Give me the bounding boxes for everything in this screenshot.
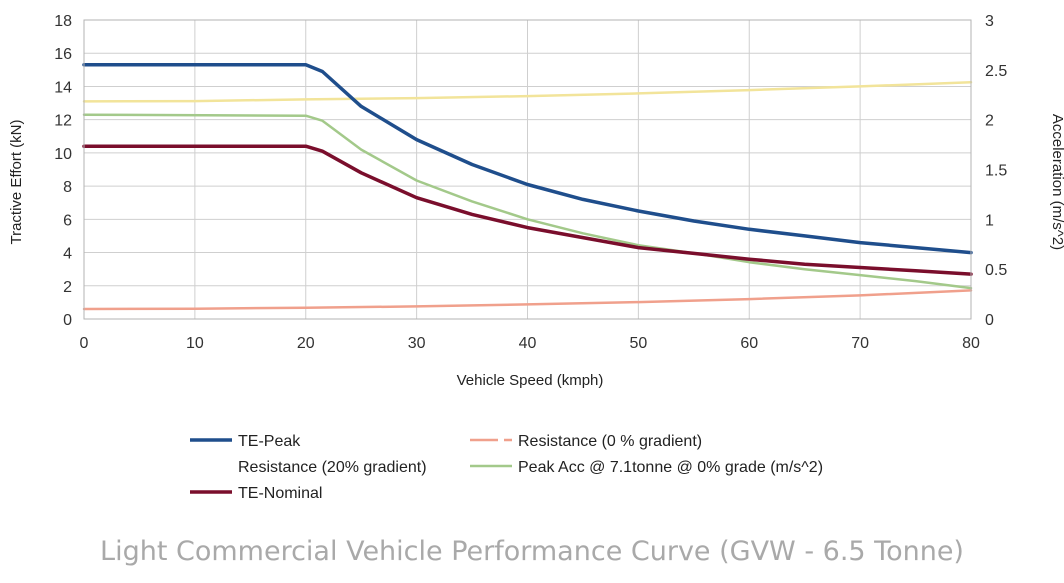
x-tick-label: 0 xyxy=(80,335,89,352)
legend: TE-Peak Resistance (0 % gradient) Resistan… xyxy=(190,433,823,502)
series-lines xyxy=(82,63,973,311)
x-tick-label: 30 xyxy=(408,335,426,352)
legend-label: Peak Acc @ 7.1tonne @ 0% grade (m/s^2) xyxy=(518,459,823,476)
y-tick-label: 16 xyxy=(54,46,72,63)
legend-label: TE-Nominal xyxy=(238,485,322,502)
x-tick-label: 50 xyxy=(629,335,647,352)
x-axis-ticks: 0 10 20 30 40 50 60 70 80 xyxy=(80,335,980,352)
x-tick-label: 70 xyxy=(851,335,869,352)
x-tick-label: 10 xyxy=(186,335,204,352)
y2-tick-label: 1.5 xyxy=(985,163,1007,180)
y-tick-label: 0 xyxy=(63,312,72,329)
y-tick-label: 14 xyxy=(54,79,72,96)
y-tick-label: 4 xyxy=(63,246,72,263)
y2-tick-label: 1 xyxy=(985,212,994,229)
x-tick-label: 20 xyxy=(297,335,315,352)
legend-label: Resistance (0 % gradient) xyxy=(518,433,702,450)
series-line-resistance-20-gradient xyxy=(82,81,973,103)
series-line-te-nominal xyxy=(82,144,973,276)
series-line-resistance-0-gradient xyxy=(82,289,973,311)
y-axis-ticks: 0 2 4 6 8 10 12 14 16 18 xyxy=(54,13,72,329)
x-axis-title: Vehicle Speed (kmph) xyxy=(457,372,604,389)
y-tick-label: 10 xyxy=(54,146,72,163)
y2-tick-label: 0 xyxy=(985,312,994,329)
plot-frame xyxy=(83,19,972,320)
legend-label: TE-Peak xyxy=(238,433,301,450)
y2-axis-ticks: 0 0.5 1 1.5 2 2.5 3 xyxy=(985,13,1007,329)
y2-tick-label: 2.5 xyxy=(985,63,1007,80)
x-tick-label: 60 xyxy=(740,335,758,352)
y2-tick-label: 2 xyxy=(985,113,994,130)
y-tick-label: 2 xyxy=(63,279,72,296)
y-tick-label: 12 xyxy=(54,113,72,130)
y2-tick-label: 3 xyxy=(985,13,994,30)
y2-tick-label: 0.5 xyxy=(985,262,1007,279)
legend-label: Resistance (20% gradient) xyxy=(238,459,427,476)
x-tick-label: 80 xyxy=(962,335,980,352)
y-axis-title: Tractive Effort (kN) xyxy=(8,119,25,244)
series-line-peak-acc-7-1tonne-0-grade-m-s-2 xyxy=(82,113,973,290)
y-tick-label: 8 xyxy=(63,179,72,196)
x-tick-label: 40 xyxy=(519,335,537,352)
y-tick-label: 18 xyxy=(54,13,72,30)
y-tick-label: 6 xyxy=(63,212,72,229)
chart-title: Light Commercial Vehicle Performance Cur… xyxy=(100,536,964,567)
y2-axis-title: Acceleration (m/s^2) xyxy=(1049,114,1064,250)
series-line-te-peak xyxy=(82,63,973,255)
